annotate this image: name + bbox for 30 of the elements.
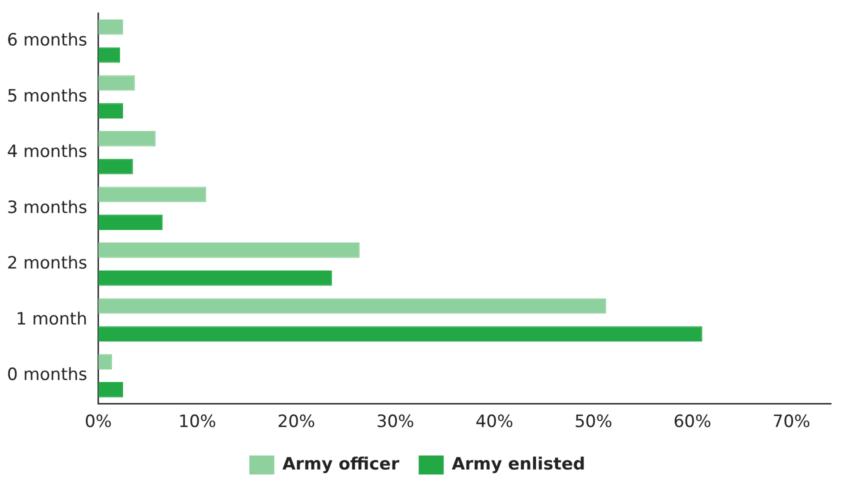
x-tick-label: 70% xyxy=(772,412,810,432)
bar xyxy=(98,270,332,286)
x-tick-label: 40% xyxy=(475,412,514,432)
bar xyxy=(98,19,124,35)
bar xyxy=(98,326,702,342)
bar xyxy=(98,158,133,174)
bar xyxy=(98,131,156,146)
bar xyxy=(98,103,124,118)
y-tick-label: 1 month xyxy=(16,309,88,330)
legend-label: Army enlisted xyxy=(452,454,586,474)
x-tick-label: 20% xyxy=(277,412,316,432)
legend-label: Army officer xyxy=(282,454,400,474)
y-tick-label: 0 months xyxy=(6,365,88,386)
x-tick-label: 60% xyxy=(673,412,712,432)
y-tick-label: 3 months xyxy=(6,198,88,218)
x-tick-label: 50% xyxy=(574,412,612,432)
y-tick-label: 6 months xyxy=(6,30,88,51)
x-tick-label: 30% xyxy=(376,412,414,432)
y-tick-label: 4 months xyxy=(6,142,88,162)
x-tick-label: 10% xyxy=(178,412,216,432)
bar xyxy=(98,214,163,230)
bar xyxy=(98,242,360,258)
bar xyxy=(98,186,206,202)
bar xyxy=(98,382,124,398)
bar xyxy=(98,75,135,91)
bar xyxy=(98,47,120,63)
x-tick-label: 0% xyxy=(84,412,112,432)
bar xyxy=(98,298,606,314)
y-tick-label: 5 months xyxy=(6,86,88,106)
y-tick-label: 2 months xyxy=(6,254,88,274)
